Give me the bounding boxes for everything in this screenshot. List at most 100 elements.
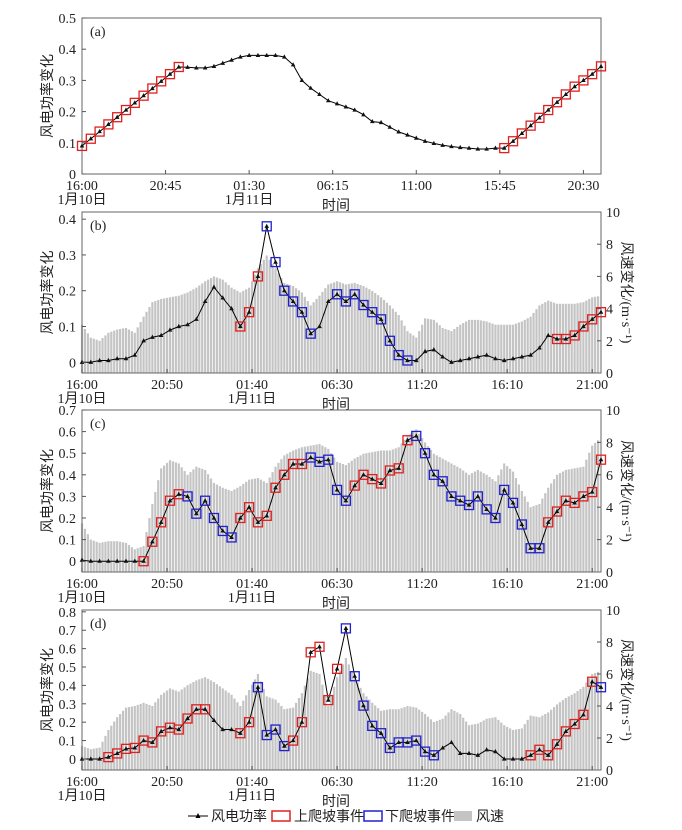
wind-bar: [212, 482, 216, 572]
wind-bar: [186, 685, 189, 770]
down-ramp-marker: [411, 430, 422, 442]
wind-bar: [547, 712, 550, 770]
power-point: [202, 298, 208, 304]
wind-bar: [336, 677, 339, 770]
panel-label: (b): [90, 219, 107, 234]
wind-bar: [177, 463, 180, 572]
wind-bar: [95, 339, 98, 373]
wind-bar: [415, 429, 418, 572]
wind-bar: [368, 699, 371, 770]
y-tick-label: 0.1: [59, 735, 77, 750]
power-point: [264, 513, 270, 518]
wind-bar: [388, 450, 391, 572]
wind-bar: [579, 467, 582, 572]
down-ramp-marker: [358, 700, 369, 711]
wind-bar: [576, 303, 579, 373]
y-tick-label: 0.2: [59, 106, 77, 121]
wind-bar: [192, 289, 195, 373]
power-point: [299, 77, 305, 82]
wind-bar: [415, 337, 418, 373]
wind-bar: [520, 491, 523, 572]
wind-bar: [526, 719, 529, 770]
wind-bar: [116, 541, 119, 572]
wind-bar: [294, 288, 298, 373]
wind-bar: [297, 448, 301, 572]
power-point: [396, 129, 401, 134]
x-tick-label: 20:50: [151, 577, 183, 592]
legend-label: 风电功率: [211, 808, 267, 825]
power-point: [334, 291, 340, 296]
wind-bar: [101, 338, 104, 373]
wind-bar: [300, 292, 304, 373]
wind-bar: [248, 287, 251, 373]
power-point: [510, 138, 516, 143]
down-ramp-marker: [200, 495, 211, 506]
up-ramp-marker: [551, 506, 563, 517]
wind-bar: [215, 484, 218, 572]
wind-bar: [233, 698, 236, 770]
wind-bar: [163, 465, 166, 572]
y-tick-label: 0.3: [59, 490, 77, 505]
power-point: [378, 730, 384, 735]
wind-bar: [432, 453, 435, 572]
wind-bar: [473, 471, 477, 572]
power-point: [343, 298, 349, 304]
y-tick-label: 0.1: [59, 320, 77, 335]
wind-bar: [353, 282, 356, 373]
wind-bar: [523, 319, 526, 373]
power-point: [493, 145, 498, 150]
wind-bar: [403, 325, 406, 373]
wind-bar: [253, 274, 257, 373]
wind-bar: [488, 476, 491, 572]
down-ramp-marker: [472, 491, 483, 502]
y-tick-label: 0.6: [59, 426, 77, 441]
power-point: [150, 334, 155, 339]
wind-bar: [350, 670, 353, 770]
x-tick-label: 21:00: [576, 577, 608, 592]
power-point: [176, 323, 182, 329]
legend-label: 风速: [476, 809, 504, 825]
power-point: [422, 348, 428, 354]
wind-bar: [429, 449, 433, 572]
wind-bar: [418, 709, 421, 770]
down-ramp-marker: [507, 497, 519, 509]
power-point: [97, 357, 102, 363]
power-point: [537, 747, 542, 752]
wind-bar: [517, 322, 520, 373]
up-ramp-marker: [578, 709, 589, 720]
wind-bar: [253, 679, 257, 770]
wind-bar: [312, 671, 315, 770]
power-point: [106, 558, 111, 563]
power-point: [176, 726, 182, 732]
wind-bar: [379, 297, 383, 373]
wind-bar: [315, 672, 318, 770]
power-point: [79, 143, 85, 148]
x-tick-label: 16:00: [66, 577, 98, 592]
power-point: [264, 223, 270, 228]
power-point: [211, 717, 217, 722]
wind-bar: [350, 460, 353, 572]
up-ramp-marker: [393, 463, 404, 474]
y-tick-label: 0.6: [59, 643, 77, 658]
power-point: [457, 144, 463, 150]
wind-bar: [570, 303, 573, 373]
power-point: [150, 739, 155, 745]
wind-bar: [526, 318, 529, 373]
wind-bar: [511, 730, 515, 770]
power-point: [440, 354, 445, 359]
wind-bar: [435, 322, 438, 373]
power-point: [238, 730, 243, 735]
wind-bar: [400, 443, 403, 572]
wind-bar: [245, 289, 248, 373]
wind-bar: [529, 507, 532, 572]
wind-bar: [189, 290, 192, 373]
wind-bar: [330, 696, 333, 770]
up-ramp-marker: [279, 469, 290, 480]
power-point: [528, 123, 533, 128]
power-point: [194, 706, 199, 711]
wind-bar: [274, 699, 277, 770]
wind-bar: [573, 303, 576, 373]
power-point: [229, 306, 234, 311]
wind-bar: [148, 518, 151, 572]
wind-bar: [397, 315, 400, 373]
